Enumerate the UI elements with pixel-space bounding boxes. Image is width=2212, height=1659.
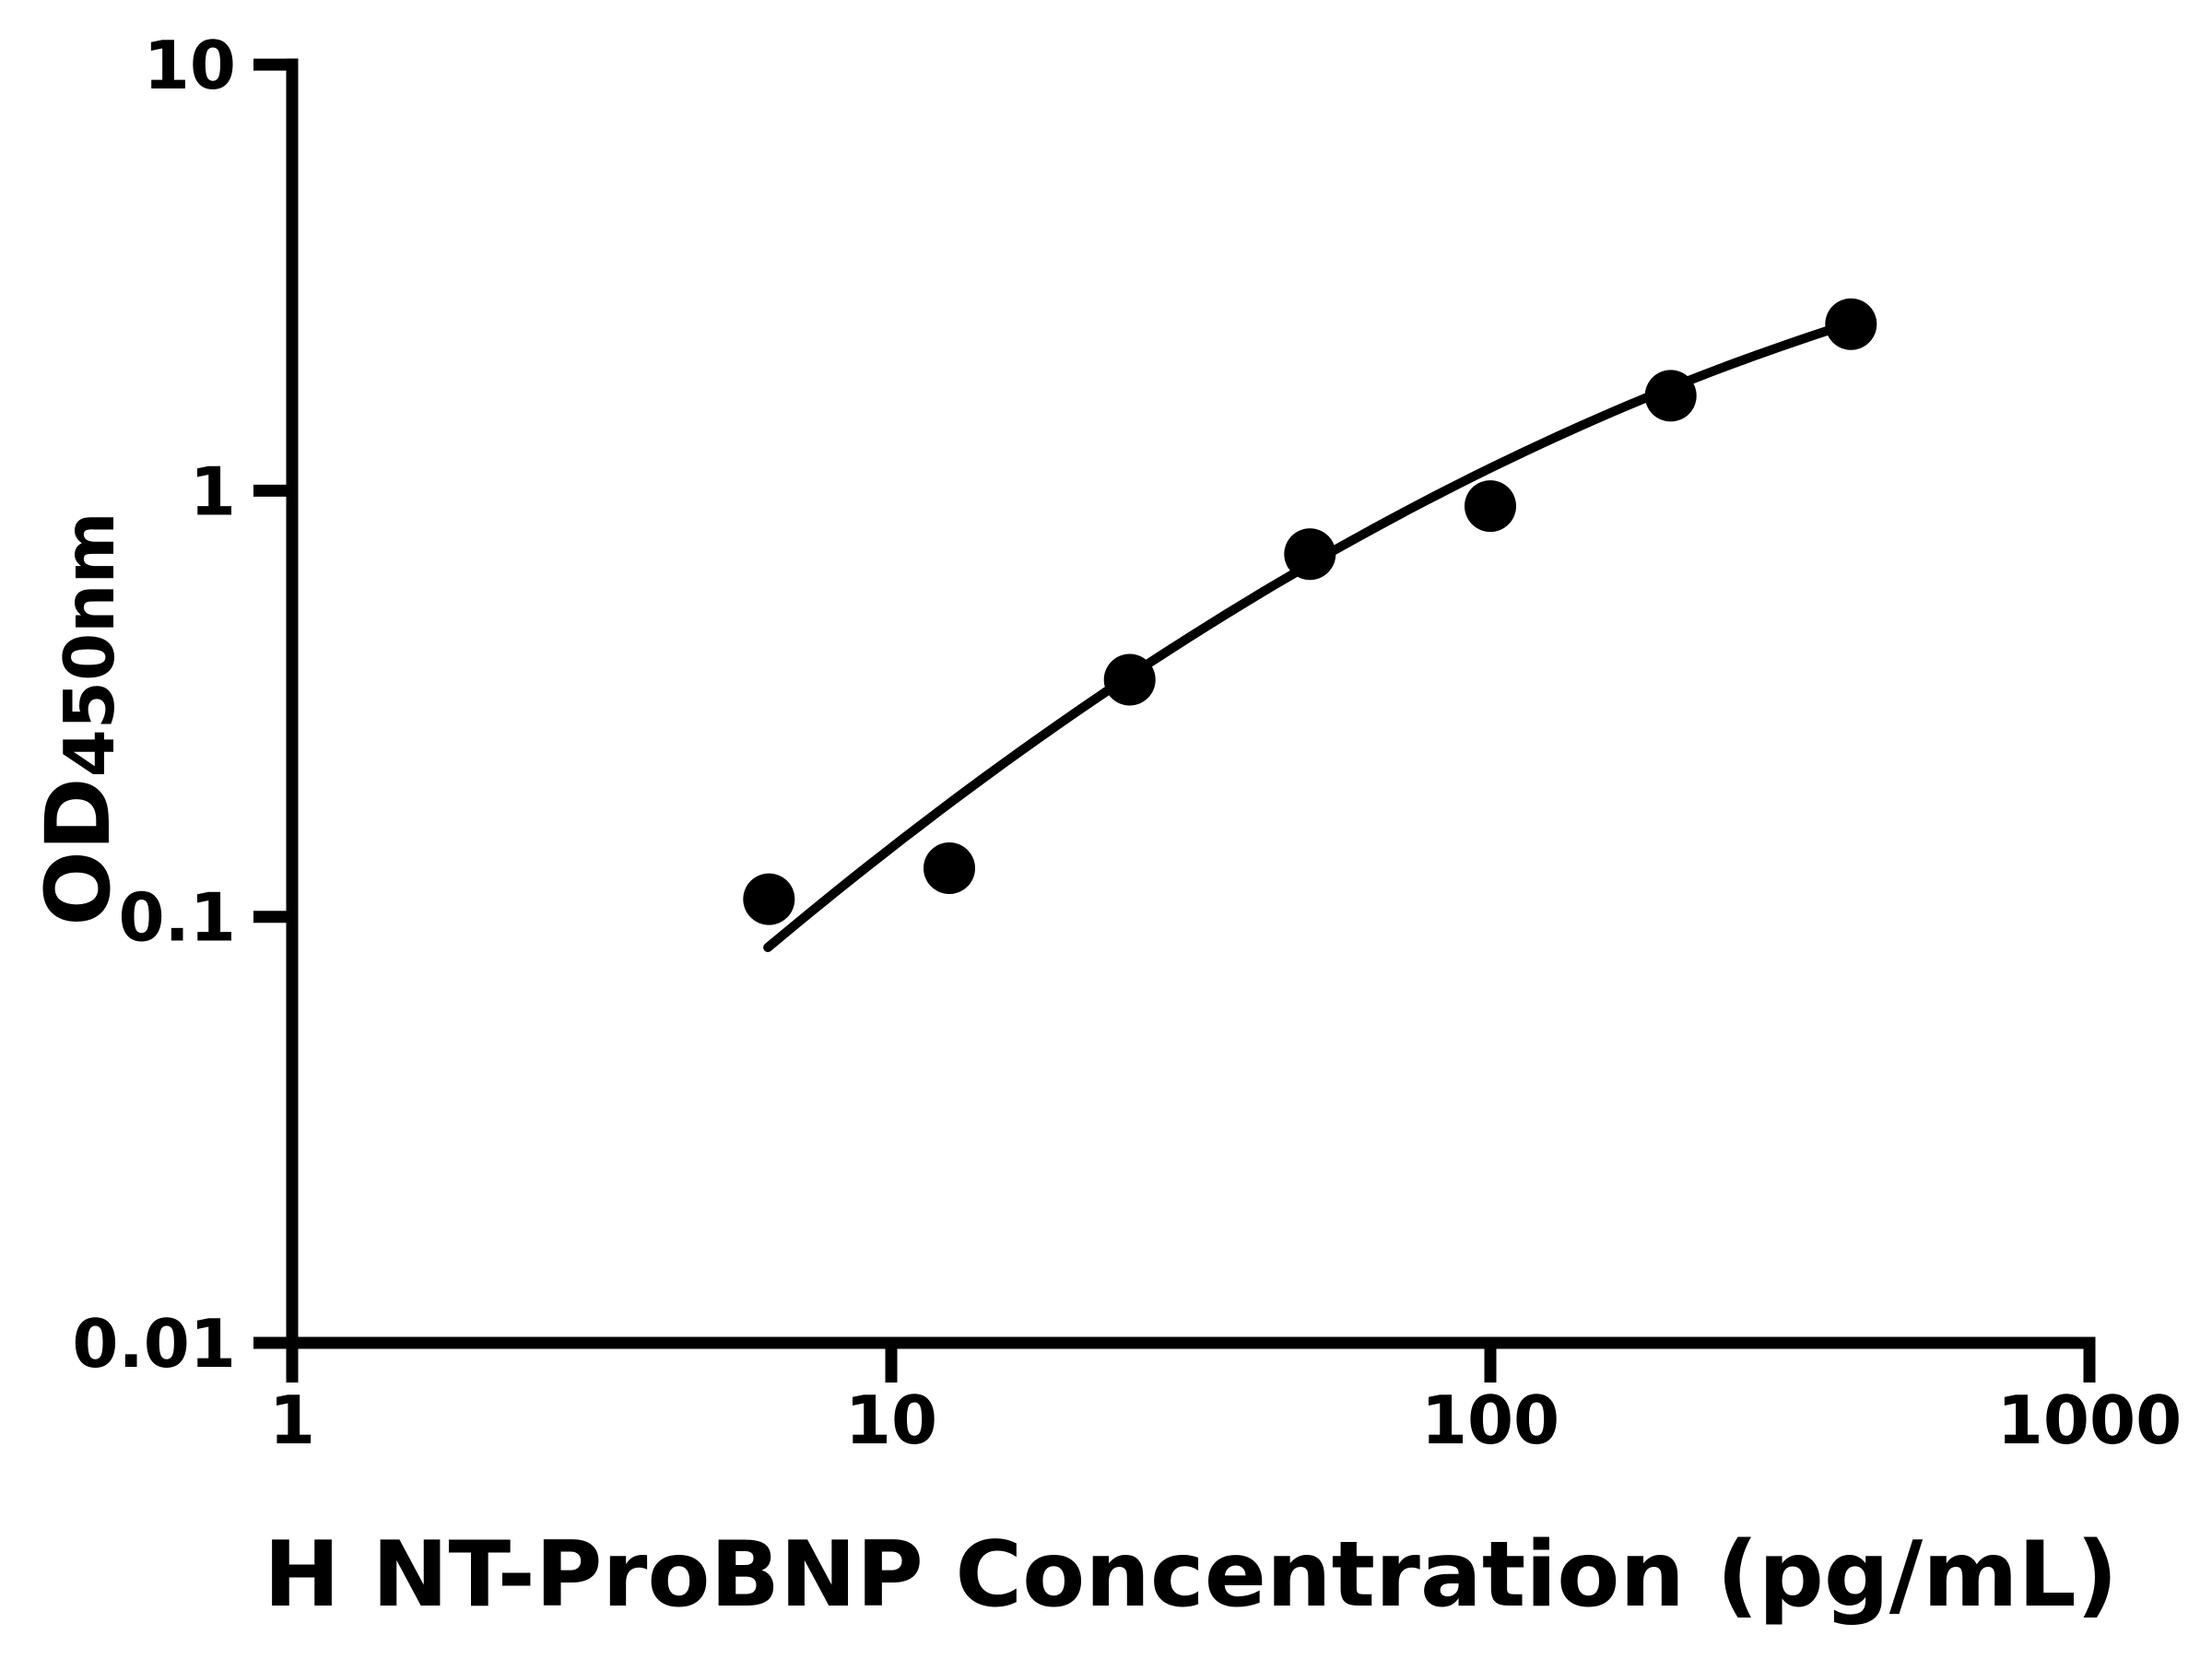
data-point xyxy=(1465,480,1516,533)
data-point xyxy=(743,873,795,925)
y-axis-title-sub: 450nm xyxy=(49,512,130,777)
data-point xyxy=(1644,370,1697,422)
data-point xyxy=(1284,528,1336,581)
y-axis-title-main: OD xyxy=(27,777,130,925)
y-tick-label-1: 1 xyxy=(190,453,236,530)
data-point xyxy=(1103,653,1156,706)
data-point xyxy=(924,842,975,894)
x-tick-label-100: 100 xyxy=(1421,1382,1559,1459)
data-point xyxy=(1825,298,1877,350)
y-tick-label-0.01: 0.01 xyxy=(72,1305,236,1382)
x-tick-label-10: 10 xyxy=(845,1382,937,1459)
x-tick-label-1000: 1000 xyxy=(1997,1382,2182,1459)
y-tick-label-10: 10 xyxy=(144,27,236,104)
y-tick-label-0.1: 0.1 xyxy=(118,879,236,957)
x-axis-title: H NT-ProBNP Concentration (pg/mL) xyxy=(264,1523,2118,1628)
plot-area: 0.01 0.1 1 10 1 10 100 1000 xyxy=(72,27,2182,1459)
y-axis-title: OD450nm xyxy=(27,512,130,925)
x-tick-label-1: 1 xyxy=(269,1382,315,1459)
